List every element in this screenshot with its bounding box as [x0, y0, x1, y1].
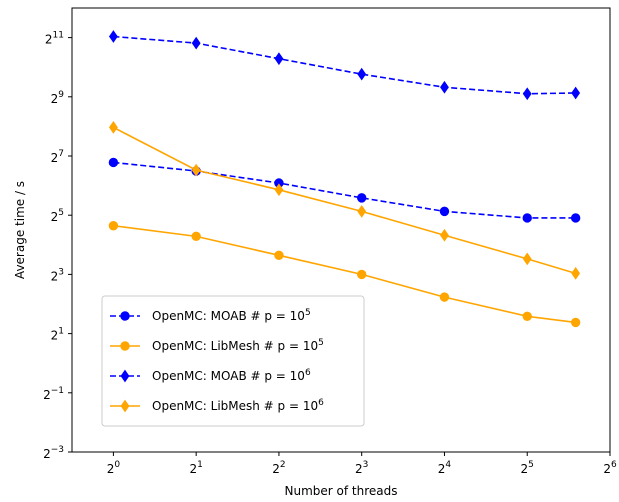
y-axis: 2−3 2−1 21 23 25 27 29 211 [43, 31, 72, 461]
data-point [357, 67, 367, 81]
legend-label: OpenMC: LibMesh # p = 106 [152, 398, 324, 413]
x-tick-label: 25 [521, 460, 534, 476]
legend-marker [120, 399, 130, 413]
y-tick-label: 25 [51, 208, 64, 224]
legend-marker [120, 369, 130, 383]
data-point [108, 121, 118, 134]
series-line [113, 161, 576, 219]
series-line [113, 126, 576, 275]
legend-item: OpenMC: MOAB # p = 106 [110, 368, 311, 383]
series-2 [108, 221, 581, 328]
series-3 [108, 30, 581, 101]
y-tick-label: 211 [45, 31, 64, 47]
y-tick-label: 21 [51, 327, 64, 343]
legend: OpenMC: MOAB # p = 105 OpenMC: LibMesh # … [101, 295, 365, 427]
y-axis-label: Average time / s [13, 181, 27, 279]
data-point [571, 266, 581, 280]
x-tick-label: 26 [603, 460, 617, 476]
legend-item: OpenMC: LibMesh # p = 106 [110, 398, 324, 413]
plot-marks [108, 30, 581, 328]
data-point [439, 292, 450, 302]
data-point [191, 36, 201, 50]
data-point [274, 250, 284, 261]
data-point [274, 183, 284, 197]
legend-item: OpenMC: MOAB # p = 105 [110, 308, 311, 323]
legend-marker [120, 311, 130, 321]
data-point [108, 157, 119, 168]
data-point [440, 228, 449, 242]
data-point [522, 87, 532, 101]
y-tick-label: 2−1 [43, 386, 64, 402]
x-tick-label: 21 [189, 460, 202, 476]
legend-frame [101, 295, 365, 427]
legend-marker [120, 341, 130, 351]
x-tick-label: 20 [107, 460, 121, 476]
series-1 [108, 157, 581, 223]
data-point [522, 252, 532, 266]
plot-frame [71, 7, 611, 453]
data-point [108, 30, 118, 43]
x-tick-label: 24 [438, 460, 452, 476]
data-point [274, 52, 284, 66]
x-tick-label: 22 [272, 460, 285, 476]
legend-label: OpenMC: MOAB # p = 105 [152, 308, 311, 323]
series-line [113, 35, 576, 95]
legend-label: OpenMC: LibMesh # p = 105 [152, 338, 324, 353]
data-point [440, 80, 449, 94]
data-point [439, 206, 450, 217]
y-tick-label: 27 [51, 149, 64, 165]
legend-item: OpenMC: LibMesh # p = 105 [110, 338, 324, 353]
x-axis-label: Number of threads [285, 484, 398, 498]
data-point [522, 311, 532, 321]
data-point [522, 213, 532, 223]
data-point [357, 204, 367, 218]
data-point [191, 231, 201, 242]
x-tick-label: 23 [355, 460, 368, 476]
data-point [357, 269, 367, 280]
data-point [108, 221, 119, 231]
y-tick-label: 23 [51, 267, 64, 283]
data-point [570, 213, 581, 223]
data-point [357, 193, 367, 203]
data-point [570, 317, 581, 328]
x-axis: 20 21 22 23 24 25 26 [107, 452, 617, 476]
series-4 [108, 121, 581, 280]
y-tick-label: 2−3 [43, 445, 64, 461]
data-point [571, 86, 581, 100]
data-point [191, 163, 201, 177]
y-tick-label: 29 [51, 90, 65, 106]
legend-label: OpenMC: MOAB # p = 106 [152, 368, 311, 383]
